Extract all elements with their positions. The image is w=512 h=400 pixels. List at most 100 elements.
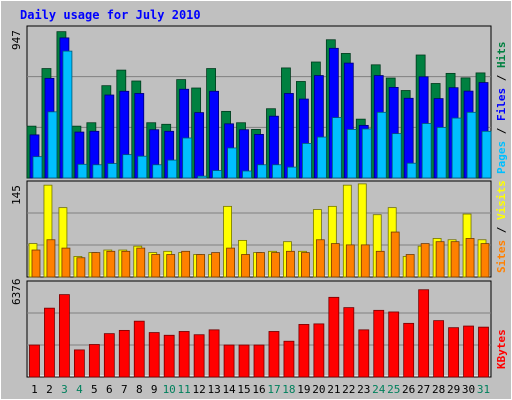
bar-pages-day-30 <box>466 111 477 179</box>
bar-body <box>373 309 385 378</box>
bar-body <box>287 166 297 179</box>
bar-body <box>284 93 294 179</box>
bar-body <box>256 252 265 278</box>
bar-pages-day-26 <box>406 162 417 179</box>
bar-sites-day-2 <box>46 239 56 278</box>
x-tick-label: 9 <box>151 383 158 396</box>
panel-max-label: 947 <box>10 30 23 50</box>
bar-body <box>46 239 56 278</box>
bar-body <box>463 325 474 378</box>
bar-kbytes-day-27 <box>418 289 430 378</box>
bar-body <box>420 243 430 278</box>
bar-pages-day-2 <box>47 111 58 179</box>
panel-pages-files-hits: 947 Pages / Files / Hits <box>10 25 508 179</box>
x-tick-label: 16 <box>252 383 265 396</box>
bar-body <box>238 344 250 378</box>
x-tick-label: 22 <box>342 383 355 396</box>
bar-files-day-12 <box>194 112 205 179</box>
bar-sites-day-27 <box>420 243 430 278</box>
bar-kbytes-day-15 <box>238 344 250 378</box>
bar-body <box>226 247 235 278</box>
bar-kbytes-day-3 <box>59 294 70 378</box>
bar-body <box>391 133 402 179</box>
bar-body <box>481 130 492 179</box>
x-tick-label: 18 <box>282 383 295 396</box>
bar-body <box>61 247 71 278</box>
bar-body <box>358 329 370 378</box>
bar-body <box>62 50 73 179</box>
x-tick-label: 25 <box>387 383 400 396</box>
bar-kbytes-day-7 <box>118 329 130 378</box>
bar-body <box>346 129 357 179</box>
bar-body <box>478 326 489 378</box>
bar-kbytes-day-1 <box>29 344 40 378</box>
panel-sites-visits: 145 Sites / Visits <box>10 180 508 278</box>
x-tick-label: 17 <box>267 383 280 396</box>
bar-body <box>406 162 417 179</box>
bar-sites-day-14 <box>226 247 235 278</box>
panel-series-label: Pages / Files / Hits <box>495 42 508 175</box>
bar-pages-day-10 <box>167 159 178 179</box>
bar-pages-day-5 <box>92 164 103 179</box>
bar-files-day-13 <box>209 90 219 179</box>
bar-sites-day-21 <box>330 243 340 278</box>
x-tick-label: 3 <box>61 383 68 396</box>
bar-pages-day-21 <box>331 117 342 179</box>
bar-body <box>73 349 85 378</box>
bar-pages-day-6 <box>107 163 118 179</box>
bar-body <box>209 90 219 179</box>
bar-sites-day-10 <box>166 254 176 278</box>
bar-kbytes-day-29 <box>448 327 459 378</box>
bar-body <box>330 243 340 278</box>
bar-body <box>480 243 490 278</box>
bar-body <box>31 249 41 278</box>
bar-body <box>137 155 148 179</box>
bar-kbytes-day-21 <box>328 296 340 378</box>
bar-body <box>315 239 325 278</box>
bar-body <box>403 322 415 378</box>
bar-kbytes-day-10 <box>163 334 175 378</box>
bar-body <box>152 164 163 179</box>
bar-kbytes-day-19 <box>298 324 310 378</box>
x-tick-label: 4 <box>76 383 83 396</box>
bar-body <box>122 154 133 179</box>
bar-body <box>211 252 220 278</box>
x-tick-label: 26 <box>402 383 415 396</box>
bar-body <box>47 111 58 179</box>
bar-kbytes-day-20 <box>313 323 325 378</box>
x-tick-label: 15 <box>237 383 250 396</box>
bar-sites-day-23 <box>360 244 370 278</box>
bar-body <box>257 164 267 179</box>
series-label-pages: Pages <box>495 141 508 174</box>
bar-kbytes-day-9 <box>148 332 160 378</box>
bar-sites-day-7 <box>121 250 131 278</box>
bar-body <box>451 117 462 179</box>
bar-body <box>376 111 387 179</box>
bar-sites-day-16 <box>256 252 265 278</box>
bar-body <box>167 159 178 179</box>
bar-body <box>133 320 145 378</box>
x-tick-label: 12 <box>193 383 206 396</box>
x-tick-label: 6 <box>106 383 113 396</box>
x-tick-label: 19 <box>297 383 310 396</box>
bar-body <box>272 164 282 179</box>
bar-pages-day-17 <box>272 164 282 179</box>
x-tick-label: 27 <box>417 383 430 396</box>
bar-pages-day-23 <box>361 128 372 179</box>
bar-kbytes-day-23 <box>358 329 370 378</box>
bar-body <box>253 344 265 378</box>
bar-body <box>194 112 205 179</box>
bar-kbytes-day-31 <box>478 326 489 378</box>
x-tick-label: 24 <box>372 383 386 396</box>
bar-pages-day-13 <box>212 170 222 179</box>
bar-sites-day-5 <box>91 252 101 278</box>
bar-body <box>196 254 206 278</box>
bar-body <box>435 241 445 278</box>
bar-sites-day-29 <box>450 241 460 278</box>
bar-body <box>313 323 325 378</box>
bar-kbytes-day-16 <box>253 344 265 378</box>
bar-body <box>286 250 295 278</box>
bar-kbytes-day-28 <box>433 320 445 378</box>
bar-body <box>466 111 477 179</box>
bar-kbytes-day-11 <box>178 331 190 378</box>
